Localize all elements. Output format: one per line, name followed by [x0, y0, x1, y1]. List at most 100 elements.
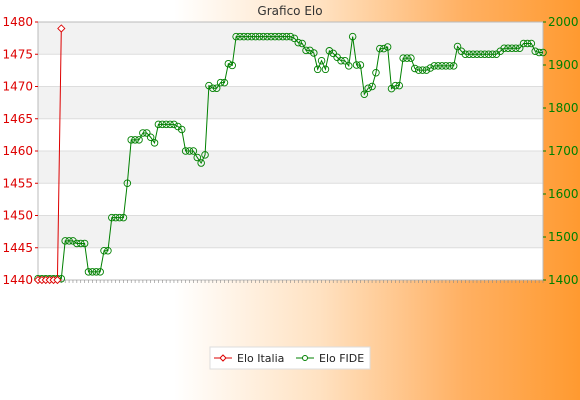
- plot-band: [38, 183, 543, 216]
- point-elo-fide: [209, 84, 217, 92]
- point-elo-fide: [111, 213, 120, 222]
- point-elo-fide: [391, 81, 400, 90]
- point-elo-fide: [368, 82, 376, 91]
- point-elo-fide: [88, 268, 97, 276]
- point-elo-fide: [271, 32, 279, 41]
- right-tick-label: 1700: [548, 144, 579, 158]
- legend-italia-marker: [219, 354, 227, 362]
- chart-title: Grafico Elo: [257, 4, 322, 18]
- left-tick-label: 1470: [2, 80, 33, 94]
- point-elo-fide: [127, 136, 135, 144]
- left-tick-label: 1475: [2, 47, 33, 61]
- point-elo-fide: [341, 56, 349, 65]
- right-tick-label: 1900: [548, 58, 579, 72]
- left-axis-ticks: 1440 1445 1450 1455 1460 1465 1470 1475 1480: [2, 15, 38, 287]
- left-tick-label: 1460: [2, 144, 33, 158]
- point-elo-fide: [282, 32, 291, 41]
- right-tick-label: 2000: [548, 15, 579, 29]
- point-elo-fide: [73, 239, 81, 248]
- left-tick-label: 1445: [2, 241, 33, 255]
- right-axis-ticks: 1400 1500 1600 1700 1800 1900 2000: [543, 15, 579, 287]
- point-elo-fide: [185, 147, 194, 155]
- point-elo-fide: [453, 42, 462, 51]
- point-elo-fide: [383, 43, 392, 51]
- point-elo-fide: [329, 49, 337, 58]
- point-elo-fide: [294, 38, 303, 47]
- point-elo-fide: [527, 39, 536, 48]
- left-tick-label: 1455: [2, 176, 33, 190]
- left-tick-label: 1450: [2, 209, 33, 223]
- point-elo-fide: [422, 66, 431, 74]
- point-elo-fide: [352, 61, 361, 69]
- point-elo-fide: [313, 65, 322, 74]
- point-elo-fide: [306, 46, 314, 55]
- point-elo-fide: [123, 179, 132, 187]
- left-tick-label: 1480: [2, 15, 33, 29]
- point-elo-fide: [484, 50, 493, 59]
- point-elo-fide: [189, 147, 198, 155]
- point-elo-fide: [310, 49, 318, 57]
- point-elo-fide: [244, 32, 252, 41]
- point-elo-fide: [92, 268, 101, 276]
- series-line-elo-fide: [38, 36, 543, 280]
- point-elo-fide: [446, 62, 454, 70]
- point-elo-fide: [395, 81, 404, 90]
- point-elo-fide: [461, 50, 470, 59]
- point-elo-fide: [177, 125, 186, 134]
- plot-band: [38, 54, 543, 87]
- point-elo-fide: [286, 32, 295, 41]
- point-elo-fide: [205, 81, 213, 90]
- point-elo-fide: [96, 268, 104, 276]
- point-elo-fide: [80, 239, 89, 248]
- point-elo-fide: [247, 32, 256, 41]
- point-elo-fide: [535, 48, 543, 57]
- point-elo-fide: [166, 120, 174, 129]
- point-elo-fide: [438, 62, 446, 70]
- point-elo-fide: [399, 54, 407, 62]
- point-elo-fide: [154, 120, 163, 129]
- point-elo-fide: [356, 61, 365, 69]
- point-elo-fide: [228, 61, 236, 70]
- point-elo-fide: [275, 32, 283, 41]
- plot-band: [38, 151, 543, 184]
- point-elo-fide: [201, 151, 209, 159]
- point-elo-fide: [65, 237, 73, 245]
- point-elo-fide: [193, 153, 202, 162]
- point-elo-fide: [263, 32, 271, 41]
- point-elo-fide: [216, 78, 225, 87]
- series-elo-italia: [33, 24, 66, 285]
- point-elo-fide: [76, 239, 85, 248]
- point-elo-fide: [465, 50, 473, 59]
- legend-fide-marker: [302, 355, 308, 361]
- point-elo-fide: [488, 50, 497, 59]
- point-elo-fide: [430, 62, 438, 70]
- point-elo-fide: [504, 44, 512, 52]
- series-elo-fide: [34, 32, 547, 283]
- point-elo-fide: [515, 44, 524, 52]
- right-tick-label: 1500: [548, 230, 579, 244]
- point-elo-fide: [414, 66, 423, 74]
- point-elo-fide: [508, 44, 516, 52]
- point-elo-fide: [480, 50, 489, 59]
- right-tick-label: 1600: [548, 187, 579, 201]
- point-elo-fide: [240, 32, 248, 41]
- point-elo-fide: [345, 62, 353, 70]
- left-tick-label: 1465: [2, 112, 33, 126]
- point-elo-fide: [162, 120, 170, 129]
- right-tick-label: 1400: [548, 273, 579, 287]
- point-elo-fide: [531, 47, 539, 55]
- point-elo-fide: [469, 50, 477, 59]
- point-elo-fide: [337, 56, 345, 65]
- point-elo-fide: [119, 213, 128, 222]
- point-elo-fide: [477, 50, 485, 59]
- point-elo-italia: [57, 24, 66, 33]
- point-elo-fide: [158, 120, 167, 129]
- point-elo-fide: [473, 50, 481, 59]
- point-elo-fide: [321, 65, 330, 74]
- point-elo-fide: [146, 133, 155, 141]
- point-elo-fide: [500, 44, 508, 52]
- plot-band: [38, 22, 543, 55]
- point-elo-fide: [224, 59, 233, 68]
- point-elo-fide: [403, 54, 411, 62]
- point-elo-fide: [298, 39, 306, 48]
